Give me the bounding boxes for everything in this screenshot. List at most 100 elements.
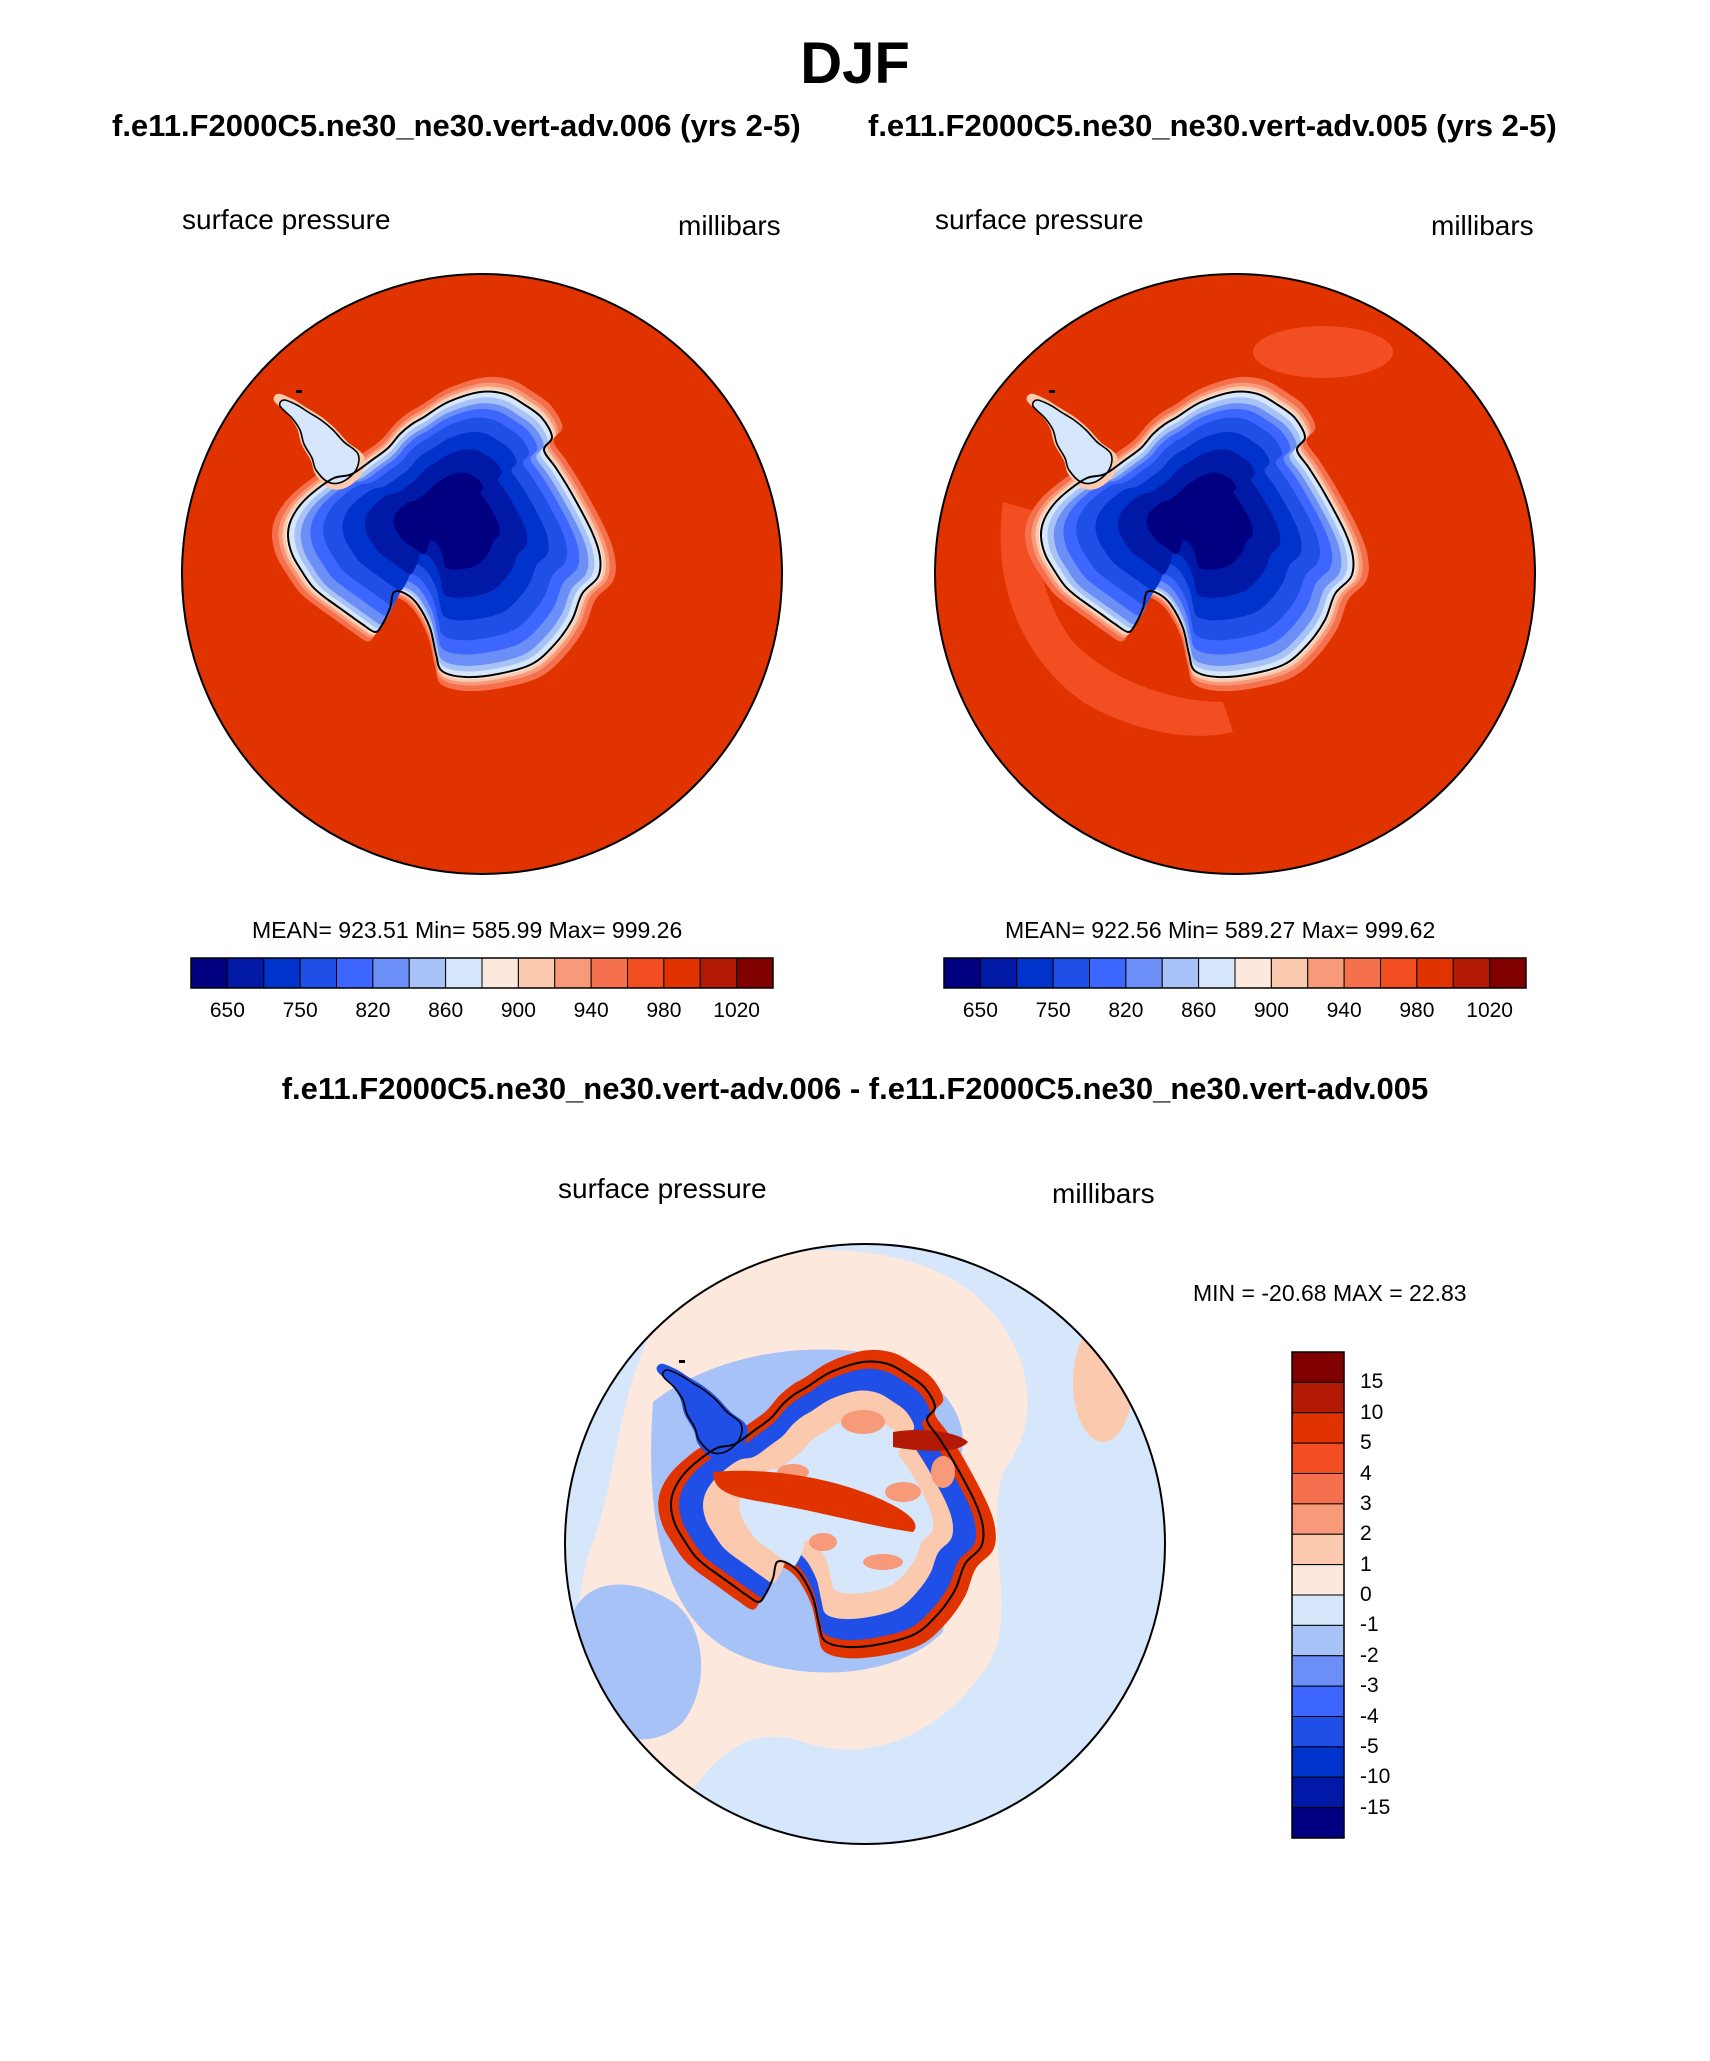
colorbar-tick-label: 2 bbox=[1360, 1522, 1372, 1546]
colorbar-tick-label: 10 bbox=[1360, 1400, 1384, 1424]
antarctica-coastline bbox=[1039, 390, 1355, 679]
island-mark bbox=[198, 458, 201, 464]
colorbar-box bbox=[517, 957, 556, 989]
panel-b-stats: MEAN= 922.56 Min= 589.27 Max= 999.62 bbox=[1005, 917, 1436, 943]
colorbar-box bbox=[336, 957, 374, 989]
antarctica-coastline bbox=[286, 390, 602, 679]
colorbar-frame bbox=[1291, 1351, 1345, 1839]
colorbar-tick-label: 860 bbox=[428, 999, 464, 1022]
diff-peninsula bbox=[662, 1369, 742, 1454]
peninsula-coastline bbox=[661, 1369, 743, 1455]
colorbar-box bbox=[481, 957, 519, 989]
colorbar-box bbox=[226, 957, 265, 989]
colorbar-box bbox=[979, 957, 1018, 989]
panel-b-units-label: millibars bbox=[1431, 210, 1534, 241]
island-mark bbox=[951, 458, 954, 464]
main-title: DJF bbox=[800, 31, 910, 96]
diff-negative-patch bbox=[1073, 1322, 1133, 1442]
panel-b-variable-label: surface pressure bbox=[935, 204, 1144, 235]
peninsula-coastline bbox=[278, 399, 360, 485]
island-mark bbox=[581, 1428, 584, 1434]
colorbar-tick-label: 0 bbox=[1360, 1583, 1372, 1606]
panel-b-colorbar bbox=[943, 957, 1527, 989]
panel-a-case-title: f.e11.F2000C5.ne30_ne30.vert-adv.006 (yr… bbox=[112, 108, 801, 143]
colorbar-box bbox=[1291, 1685, 1345, 1717]
panel-a-variable-label: surface pressure bbox=[182, 204, 391, 235]
diff-ridge-positive bbox=[713, 1470, 916, 1532]
colorbar-tick-label: 980 bbox=[646, 999, 682, 1022]
colorbar-tick-label: -15 bbox=[1360, 1795, 1391, 1819]
peninsula-field bbox=[1032, 399, 1112, 484]
colorbar-tick-label: 5 bbox=[1360, 1431, 1372, 1455]
diff-interior-feature bbox=[841, 1410, 885, 1434]
diff-colorbar bbox=[1291, 1351, 1345, 1839]
island-mark bbox=[1049, 390, 1055, 393]
diff-title: f.e11.F2000C5.ne30_ne30.vert-adv.006 - f… bbox=[281, 1071, 1429, 1106]
colorbar-tick-label: 940 bbox=[1326, 999, 1362, 1022]
diff-ridge-positive bbox=[893, 1430, 968, 1451]
colorbar-tick-label: -3 bbox=[1360, 1674, 1379, 1698]
colorbar-box bbox=[408, 957, 447, 989]
diff-interior-feature bbox=[809, 1533, 837, 1551]
diff-interior-feature bbox=[885, 1482, 921, 1502]
colorbar-frame bbox=[943, 957, 1527, 989]
colorbar-tick-label: 1020 bbox=[1466, 999, 1513, 1022]
colorbar-tick-label: -4 bbox=[1360, 1704, 1379, 1728]
diff-interior-feature bbox=[863, 1554, 903, 1570]
colorbar-box bbox=[1291, 1655, 1345, 1687]
colorbar-tick-label: -10 bbox=[1360, 1765, 1391, 1789]
diff-interior-feature bbox=[931, 1456, 955, 1488]
colorbar-tick-label: 1 bbox=[1360, 1552, 1372, 1576]
colorbar-box bbox=[1089, 957, 1127, 989]
panel-b-case-title: f.e11.F2000C5.ne30_ne30.vert-adv.005 (yr… bbox=[868, 108, 1557, 143]
colorbar-tick-label: 820 bbox=[1108, 999, 1144, 1022]
colorbar-box bbox=[1416, 957, 1454, 989]
colorbar-tick-label: 860 bbox=[1181, 999, 1217, 1022]
colorbar-box bbox=[1291, 1594, 1345, 1626]
map-border bbox=[934, 273, 1536, 875]
antarctica-coastline bbox=[669, 1360, 985, 1649]
island-mark bbox=[679, 1360, 685, 1363]
pressure-contour-band bbox=[1146, 472, 1253, 570]
colorbar-box bbox=[554, 957, 592, 989]
colorbar-frame bbox=[190, 957, 774, 989]
colorbar-box bbox=[1291, 1533, 1345, 1566]
colorbar-box bbox=[1125, 957, 1163, 989]
diff-polar-map bbox=[564, 1243, 1166, 1845]
island-mark bbox=[296, 390, 302, 393]
panel-a-units-label: millibars bbox=[678, 210, 781, 241]
colorbar-box bbox=[1234, 957, 1272, 989]
colorbar-box bbox=[1291, 1412, 1345, 1444]
colorbar-tick-label: -2 bbox=[1360, 1643, 1379, 1667]
peninsula-coastline bbox=[1031, 399, 1113, 485]
colorbar-box bbox=[1307, 957, 1345, 989]
diff-stats: MIN = -20.68 MAX = 22.83 bbox=[1193, 1280, 1467, 1306]
map-border bbox=[564, 1243, 1166, 1845]
colorbar-box bbox=[1291, 1776, 1345, 1809]
map-border bbox=[181, 273, 783, 875]
colorbar-box bbox=[1380, 957, 1418, 989]
colorbar-tick-label: 650 bbox=[962, 999, 998, 1022]
colorbar-box bbox=[263, 957, 301, 989]
colorbar-box bbox=[1052, 957, 1090, 989]
colorbar-tick-label: 820 bbox=[355, 999, 391, 1022]
peninsula-field bbox=[279, 399, 359, 484]
colorbar-box bbox=[1291, 1807, 1345, 1839]
colorbar-box bbox=[1291, 1624, 1345, 1657]
panel-b-polar-map bbox=[934, 273, 1536, 875]
colorbar-tick-label: -1 bbox=[1360, 1613, 1379, 1637]
colorbar-tick-label: 750 bbox=[1035, 999, 1071, 1022]
colorbar-box bbox=[1291, 1351, 1345, 1383]
colorbar-tick-label: 900 bbox=[500, 999, 536, 1022]
colorbar-box bbox=[1161, 957, 1200, 989]
panel-a-colorbar bbox=[190, 957, 774, 989]
colorbar-box bbox=[1291, 1381, 1345, 1414]
diff-variable-label: surface pressure bbox=[558, 1173, 767, 1204]
colorbar-tick-label: 750 bbox=[282, 999, 318, 1022]
panel-a-polar-map bbox=[181, 273, 783, 875]
colorbar-box bbox=[1016, 957, 1054, 989]
colorbar-tick-label: 1020 bbox=[713, 999, 760, 1022]
colorbar-box bbox=[1452, 957, 1491, 989]
colorbar-box bbox=[1270, 957, 1309, 989]
colorbar-box bbox=[1291, 1503, 1345, 1535]
